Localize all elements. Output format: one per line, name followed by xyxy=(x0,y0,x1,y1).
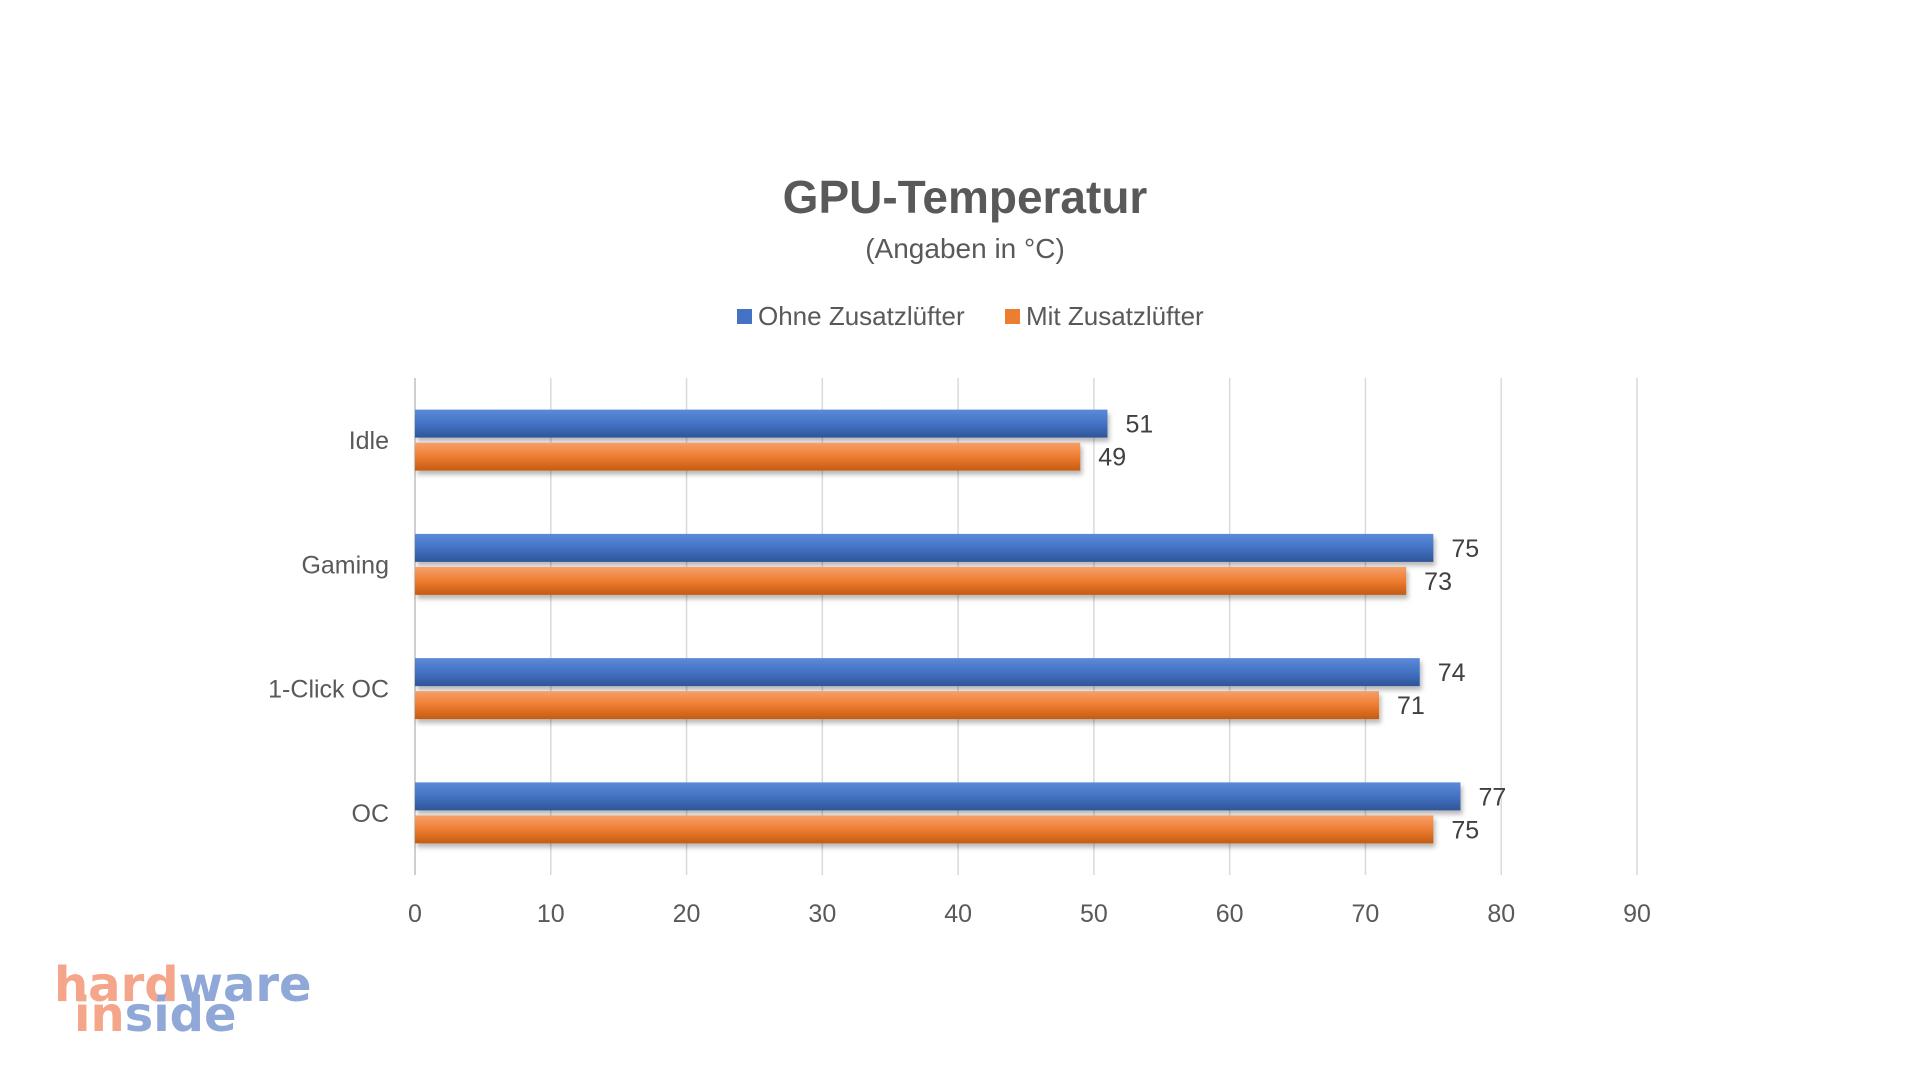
x-tick-label: 90 xyxy=(1623,900,1651,928)
bar xyxy=(415,782,1461,811)
x-tick-label: 30 xyxy=(808,900,836,928)
bar xyxy=(415,815,1434,844)
x-tick-label: 0 xyxy=(408,900,422,928)
x-tick-label: 80 xyxy=(1487,900,1515,928)
bar xyxy=(415,442,1081,471)
category-label: 1-Click OC xyxy=(268,676,389,704)
data-label: 77 xyxy=(1478,783,1506,811)
x-tick-label: 60 xyxy=(1216,900,1244,928)
data-label: 51 xyxy=(1125,411,1153,439)
x-tick-label: 10 xyxy=(537,900,565,928)
x-tick-label: 50 xyxy=(1080,900,1108,928)
data-label: 71 xyxy=(1397,692,1425,720)
labels: 0 10 20 30 40 50 60 70 80 90 Idle 51 49 Gaming 75 73 1-C… xyxy=(268,411,1651,928)
x-tick-label: 70 xyxy=(1352,900,1380,928)
bar xyxy=(415,566,1407,595)
bar xyxy=(415,409,1108,438)
data-label: 75 xyxy=(1451,816,1479,844)
data-label: 74 xyxy=(1438,659,1466,687)
x-tick-label: 40 xyxy=(944,900,972,928)
legend: Ohne Zusatzlüfter Mit Zusatzlüfter xyxy=(737,301,1204,331)
bar xyxy=(415,691,1380,720)
bars xyxy=(415,409,1461,844)
category-label: Gaming xyxy=(301,551,389,579)
chart-title: GPU-Temperatur xyxy=(783,171,1148,223)
legend-swatch xyxy=(1005,309,1020,324)
logo-side: side xyxy=(125,987,237,1043)
x-tick-label: 20 xyxy=(673,900,701,928)
logo-ware: ware xyxy=(179,957,312,1013)
chart-subtitle: (Angaben in °C) xyxy=(865,233,1065,264)
legend-label: Mit Zusatzlüfter xyxy=(1026,301,1204,331)
bar xyxy=(415,533,1434,562)
data-label: 75 xyxy=(1451,535,1479,563)
data-label: 73 xyxy=(1424,568,1452,596)
category-label: OC xyxy=(352,800,390,828)
bar xyxy=(415,658,1420,687)
legend-label: Ohne Zusatzlüfter xyxy=(758,301,965,331)
legend-swatch xyxy=(737,309,752,324)
logo-line1: hardware xyxy=(54,957,312,1013)
logo-line2: inside xyxy=(74,987,237,1043)
hardware-inside-logo: hardware inside xyxy=(54,957,312,1043)
logo-hard: hard xyxy=(54,957,179,1013)
category-label: Idle xyxy=(349,427,389,455)
logo-in: in xyxy=(74,987,125,1043)
data-label: 49 xyxy=(1098,444,1126,472)
